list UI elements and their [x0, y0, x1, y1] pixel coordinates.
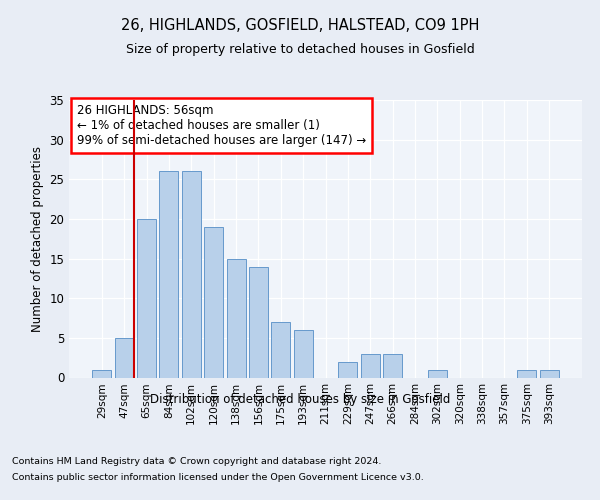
Text: Contains public sector information licensed under the Open Government Licence v3: Contains public sector information licen…: [12, 472, 424, 482]
Bar: [137, 219, 156, 378]
Bar: [92, 370, 112, 378]
Y-axis label: Number of detached properties: Number of detached properties: [31, 146, 44, 332]
Text: 26, HIGHLANDS, GOSFIELD, HALSTEAD, CO9 1PH: 26, HIGHLANDS, GOSFIELD, HALSTEAD, CO9 1…: [121, 18, 479, 32]
Text: Distribution of detached houses by size in Gosfield: Distribution of detached houses by size …: [150, 392, 450, 406]
Bar: [338, 362, 358, 378]
Text: Size of property relative to detached houses in Gosfield: Size of property relative to detached ho…: [125, 42, 475, 56]
Bar: [383, 354, 402, 378]
Bar: [539, 370, 559, 378]
Bar: [293, 330, 313, 378]
Bar: [182, 172, 201, 378]
Bar: [517, 370, 536, 378]
Bar: [428, 370, 447, 378]
Bar: [361, 354, 380, 378]
Text: Contains HM Land Registry data © Crown copyright and database right 2024.: Contains HM Land Registry data © Crown c…: [12, 458, 382, 466]
Bar: [249, 266, 268, 378]
Text: 26 HIGHLANDS: 56sqm
← 1% of detached houses are smaller (1)
99% of semi-detached: 26 HIGHLANDS: 56sqm ← 1% of detached hou…: [77, 104, 366, 147]
Bar: [271, 322, 290, 378]
Bar: [160, 172, 178, 378]
Bar: [204, 227, 223, 378]
Bar: [227, 258, 245, 378]
Bar: [115, 338, 134, 378]
